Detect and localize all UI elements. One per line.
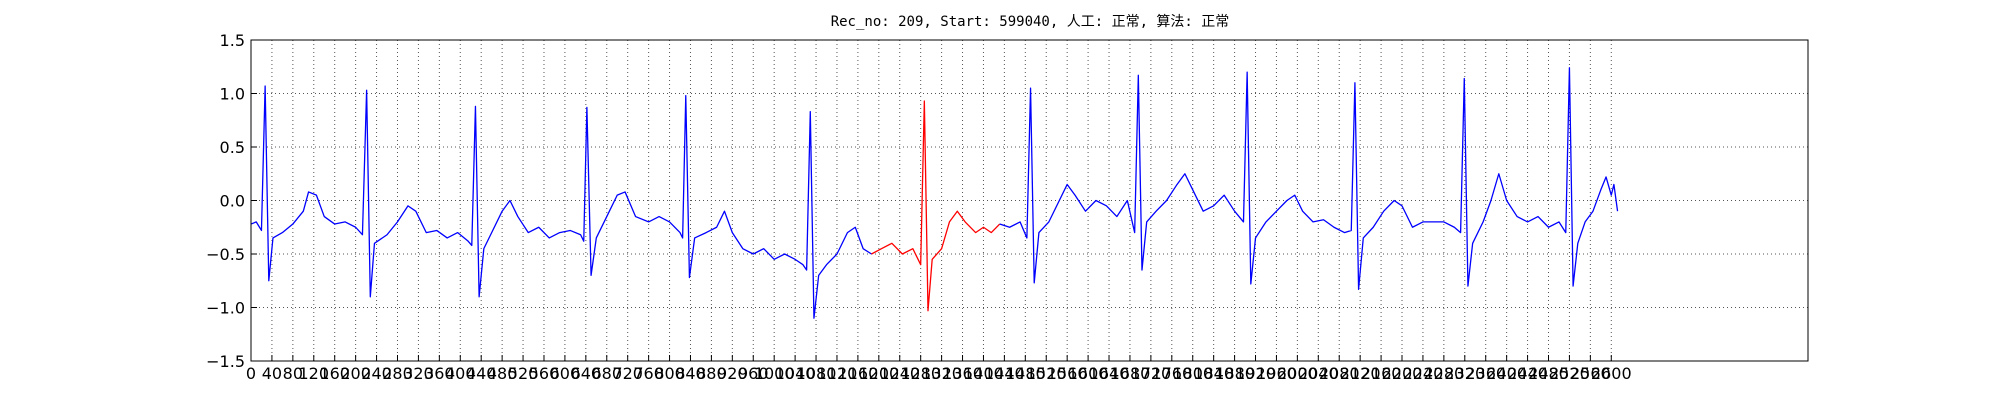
x-tick-label: 0 <box>246 364 256 383</box>
y-tick-label: 1.5 <box>220 31 245 50</box>
x-tick-label: 600 <box>550 364 581 383</box>
x-tick-label: 1480 <box>1005 364 1046 383</box>
x-tick-label: 2480 <box>1528 364 1569 383</box>
x-tick-label: 200 <box>340 364 371 383</box>
x-tick-label: 1400 <box>963 364 1004 383</box>
x-tick-label: 1320 <box>921 364 962 383</box>
ecg-line <box>999 67 1619 290</box>
x-tick-label: 2440 <box>1507 364 1548 383</box>
x-tick-label: 1160 <box>838 364 879 383</box>
x-tick-label: 760 <box>633 364 664 383</box>
x-tick-label: 120 <box>299 364 330 383</box>
x-tick-label: 480 <box>487 364 518 383</box>
x-tick-label: 960 <box>738 364 769 383</box>
x-tick-label: 1760 <box>1151 364 1192 383</box>
x-tick-label: 1560 <box>1047 364 1088 383</box>
y-tick-label: 0.0 <box>220 192 245 211</box>
x-tick-label: 800 <box>654 364 685 383</box>
ecg-line <box>250 85 872 319</box>
x-tick-label: 2520 <box>1549 364 1590 383</box>
x-tick-label: 160 <box>319 364 350 383</box>
x-tick-label: 2160 <box>1361 364 1402 383</box>
x-tick-label: 80 <box>283 364 303 383</box>
x-tick-label: 1520 <box>1026 364 1067 383</box>
y-tick-label: 0.5 <box>220 138 245 157</box>
x-tick-label: 1360 <box>942 364 983 383</box>
x-tick-label: 1960 <box>1256 364 1297 383</box>
x-tick-label: 1040 <box>775 364 816 383</box>
chart-title: Rec_no: 209, Start: 599040, 人工: 正常, 算法: … <box>831 14 1230 30</box>
ecg-line <box>871 100 1001 312</box>
x-tick-label: 1920 <box>1235 364 1276 383</box>
x-tick-label: 40 <box>262 364 282 383</box>
x-tick-label: 1800 <box>1172 364 1213 383</box>
x-tick-label: 2200 <box>1382 364 1423 383</box>
x-tick-label: 880 <box>696 364 727 383</box>
x-tick-label: 2320 <box>1444 364 1485 383</box>
x-tick-label: 360 <box>424 364 455 383</box>
x-tick-label: 440 <box>466 364 497 383</box>
x-tick-label: 1680 <box>1110 364 1151 383</box>
x-tick-label: 280 <box>382 364 413 383</box>
x-tick-label: 1200 <box>858 364 899 383</box>
x-tick-label: 1600 <box>1068 364 1109 383</box>
x-tick-label: 1000 <box>754 364 795 383</box>
x-tick-label: 1440 <box>984 364 1025 383</box>
y-tick-label: −1.5 <box>206 352 245 371</box>
x-tick-label: 2600 <box>1591 364 1632 383</box>
x-tick-label: 2040 <box>1298 364 1339 383</box>
x-tick-label: 2400 <box>1486 364 1527 383</box>
x-tick-label: 640 <box>571 364 602 383</box>
x-tick-label: 400 <box>445 364 476 383</box>
x-tick-label: 520 <box>508 364 539 383</box>
x-tick-label: 840 <box>675 364 706 383</box>
x-tick-label: 1880 <box>1214 364 1255 383</box>
x-tick-label: 1120 <box>817 364 858 383</box>
x-tick-label: 1280 <box>900 364 941 383</box>
x-tick-label: 2280 <box>1424 364 1465 383</box>
x-tick-label: 1840 <box>1193 364 1234 383</box>
y-tick-label: −1.0 <box>206 299 245 318</box>
x-tick-label: 2000 <box>1277 364 1318 383</box>
x-tick-label: 320 <box>403 364 434 383</box>
x-tick-label: 1640 <box>1089 364 1130 383</box>
x-tick-label: 680 <box>591 364 622 383</box>
x-tick-label: 1080 <box>796 364 837 383</box>
x-tick-label: 2120 <box>1340 364 1381 383</box>
plot-frame <box>250 39 1809 362</box>
x-tick-label: 720 <box>612 364 643 383</box>
x-tick-label: 240 <box>361 364 392 383</box>
y-tick-label: 1.0 <box>220 85 245 104</box>
x-tick-label: 2080 <box>1319 364 1360 383</box>
x-tick-label: 2360 <box>1465 364 1506 383</box>
x-tick-label: 1240 <box>879 364 920 383</box>
x-tick-label: 1720 <box>1131 364 1172 383</box>
x-tick-label: 2560 <box>1570 364 1611 383</box>
x-tick-label: 560 <box>529 364 560 383</box>
x-tick-label: 2240 <box>1403 364 1444 383</box>
x-tick-label: 920 <box>717 364 748 383</box>
y-tick-label: −0.5 <box>206 245 245 264</box>
